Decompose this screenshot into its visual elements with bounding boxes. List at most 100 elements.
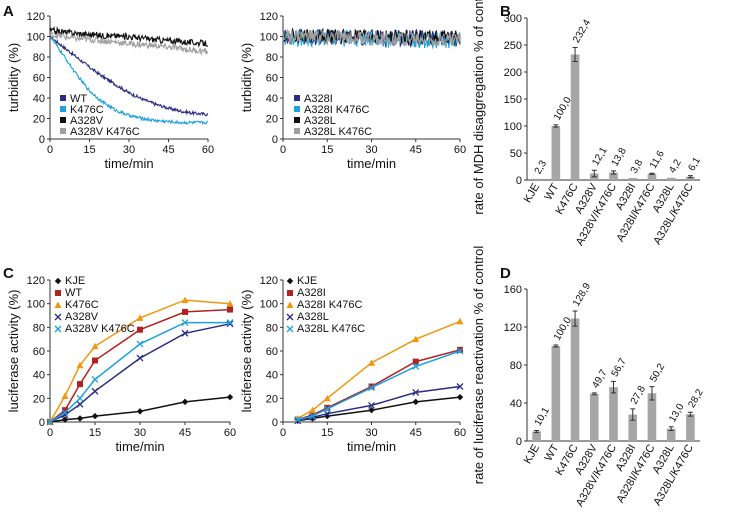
bar bbox=[570, 54, 580, 181]
panel-letter-c: C bbox=[3, 265, 14, 282]
error-bar bbox=[534, 429, 540, 433]
y-tick-label: 0 bbox=[39, 417, 45, 429]
y-axis-label: turbidity (%) bbox=[239, 43, 254, 112]
data-point bbox=[456, 393, 464, 401]
bar bbox=[666, 428, 676, 441]
data-point bbox=[54, 313, 62, 321]
y-tick-label: 150 bbox=[504, 94, 522, 106]
bar bbox=[686, 176, 695, 180]
chart-b: 0501001502002503002,3KJE100,0WT232,4K476… bbox=[471, 0, 703, 248]
chart-d: 0408012016010,1KJE100,0WT128,9K476C49,7A… bbox=[471, 246, 706, 509]
x-tick-label: 60 bbox=[224, 427, 236, 439]
data-point bbox=[412, 335, 420, 343]
y-tick-label: 250 bbox=[504, 40, 522, 52]
series-line bbox=[49, 25, 208, 48]
chart-a-right: 0 20 40 60 80 100 120 0 15 30 45 60 time/min turbidit… bbox=[239, 11, 466, 171]
legend-label: A328V K476C bbox=[65, 323, 135, 335]
bar-value-label: 11,6 bbox=[648, 149, 667, 171]
bar bbox=[589, 393, 599, 441]
legend-swatch bbox=[294, 106, 300, 112]
data-point bbox=[62, 407, 68, 414]
data-point bbox=[54, 277, 62, 285]
data-point bbox=[412, 358, 419, 365]
bar bbox=[609, 387, 618, 441]
series-line bbox=[297, 385, 461, 422]
data-point bbox=[181, 296, 189, 304]
data-point bbox=[181, 398, 189, 406]
x-tick-label: 45 bbox=[162, 144, 174, 156]
bar-value-label: 13,8 bbox=[610, 146, 629, 169]
panel-letter-a: A bbox=[3, 3, 14, 20]
data-point bbox=[456, 347, 464, 355]
x-tick-label: 0 bbox=[47, 427, 53, 439]
x-tick-label: 15 bbox=[83, 144, 95, 156]
x-axis-label: time/min bbox=[115, 439, 164, 454]
x-tick-label: 60 bbox=[202, 144, 214, 156]
series-line bbox=[49, 31, 209, 56]
bar-value-label: 50,2 bbox=[648, 361, 667, 384]
bar-value-label: 13,0 bbox=[667, 402, 686, 425]
y-tick-label: 120 bbox=[260, 275, 278, 287]
series-line bbox=[50, 37, 209, 126]
y-tick-label: 120 bbox=[27, 11, 45, 23]
y-tick-label: 120 bbox=[260, 11, 278, 23]
data-point bbox=[136, 354, 144, 362]
data-point bbox=[61, 392, 69, 399]
bar-value-label: 12,1 bbox=[590, 145, 609, 168]
legend-label: K476C bbox=[70, 104, 104, 116]
x-tick-label: 45 bbox=[410, 144, 422, 156]
y-tick-label: 0 bbox=[272, 134, 278, 146]
y-axis-label: rate of luciferase reactivation % of con… bbox=[471, 246, 486, 485]
category-label: KJE bbox=[522, 443, 542, 466]
bar-value-label: 3,8 bbox=[629, 158, 646, 176]
data-point bbox=[61, 416, 69, 423]
y-tick-label: 40 bbox=[510, 398, 522, 410]
error-bar bbox=[572, 46, 578, 63]
data-point bbox=[76, 361, 84, 369]
y-tick-label: 0 bbox=[39, 134, 45, 146]
bar-value-label: 27,8 bbox=[629, 384, 648, 407]
bar-value-label: 128,9 bbox=[571, 281, 593, 309]
data-point bbox=[46, 418, 54, 426]
series-line bbox=[297, 350, 461, 421]
data-point bbox=[309, 412, 316, 420]
legend-label: A328L bbox=[297, 311, 329, 323]
error-bar bbox=[591, 169, 597, 178]
data-point bbox=[286, 325, 294, 333]
y-tick-label: 20 bbox=[33, 393, 45, 405]
y-tick-label: 80 bbox=[266, 322, 278, 334]
data-point bbox=[91, 375, 99, 383]
error-bar bbox=[630, 408, 636, 421]
bar bbox=[532, 178, 541, 180]
data-point bbox=[226, 300, 234, 307]
data-point bbox=[136, 314, 144, 321]
data-point bbox=[456, 317, 464, 325]
y-tick-label: 100 bbox=[260, 32, 278, 44]
data-point bbox=[323, 405, 331, 413]
data-point bbox=[368, 384, 375, 392]
data-point bbox=[181, 329, 189, 337]
category-label: KJE bbox=[522, 182, 542, 205]
data-point bbox=[286, 301, 294, 308]
x-axis-label: time/min bbox=[104, 156, 153, 171]
data-point bbox=[324, 404, 331, 411]
data-point bbox=[76, 415, 84, 422]
y-tick-label: 60 bbox=[266, 73, 278, 85]
y-tick-label: 120 bbox=[27, 275, 45, 287]
y-tick-label: 40 bbox=[266, 370, 278, 382]
x-tick-label: 15 bbox=[89, 427, 101, 439]
y-tick-label: 100 bbox=[260, 299, 278, 311]
x-axis-label: time/min bbox=[347, 439, 396, 454]
legend-label: A328V bbox=[70, 115, 104, 127]
y-tick-label: 100 bbox=[504, 121, 522, 133]
legend-label: A328I K476C bbox=[304, 104, 369, 116]
y-tick-label: 160 bbox=[504, 284, 522, 296]
data-point bbox=[91, 342, 99, 350]
bar bbox=[532, 431, 541, 441]
chart-c-left: 0 20 40 60 80 100 120 0 15 30 45 60 time/min lucifera… bbox=[6, 275, 236, 454]
chart-a-left: 0 20 40 60 80 100 120 0 15 30 45 60 time/min turbidit… bbox=[6, 11, 214, 171]
series-line bbox=[297, 396, 461, 422]
x-tick-label: 30 bbox=[123, 144, 135, 156]
